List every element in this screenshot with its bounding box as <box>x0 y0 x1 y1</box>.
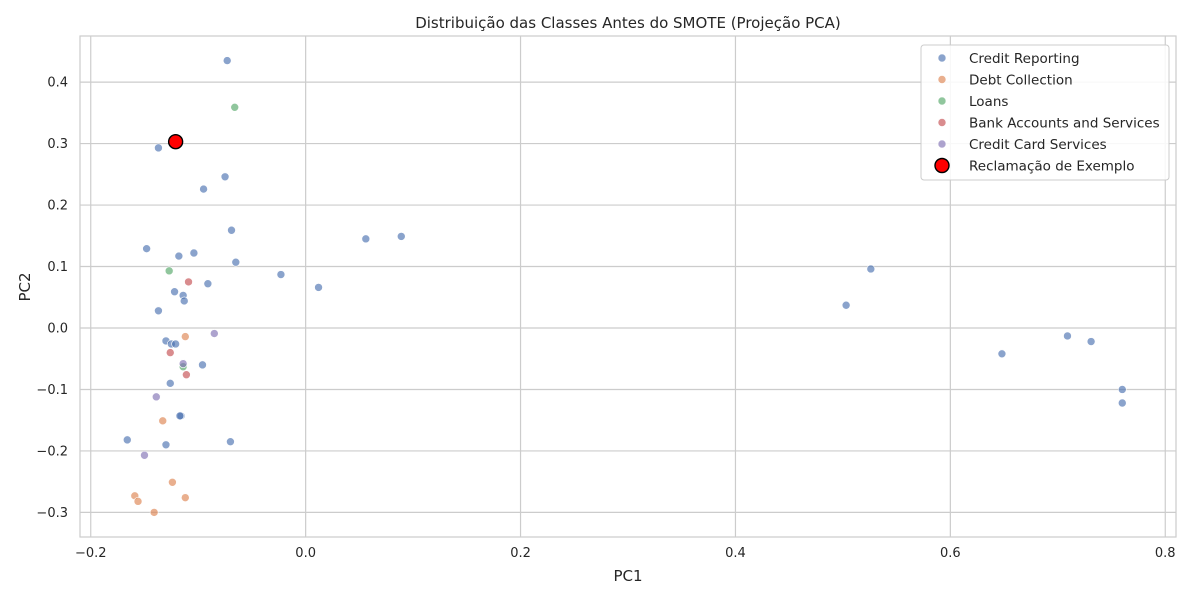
data-point-series-0 <box>179 296 189 306</box>
data-point-series-0 <box>226 437 235 447</box>
data-point-series-3 <box>165 348 175 357</box>
legend-label: Credit Reporting <box>969 51 1080 67</box>
data-point-series-0 <box>199 184 208 194</box>
highlight-layer <box>167 134 184 150</box>
x-tick-labels: −0.2 0.0 0.2 0.4 0.6 0.8 <box>75 546 1176 561</box>
legend-label: Credit Card Services <box>969 137 1107 153</box>
plot-frame <box>79 35 1177 538</box>
plot-area <box>79 35 1177 538</box>
y-tick-label: −0.1 <box>36 383 68 398</box>
data-point-series-3 <box>182 370 191 380</box>
data-point-series-1 <box>158 416 168 426</box>
legend-marker <box>937 75 947 84</box>
y-tick-label: 0.4 <box>47 76 68 91</box>
legend-label: Bank Accounts and Services <box>969 116 1160 132</box>
grid-lines <box>80 36 1176 537</box>
y-tick-labels: −0.3 −0.2 −0.1 0.0 0.1 0.2 0.3 0.4 <box>36 76 68 521</box>
data-point-series-0 <box>174 251 184 261</box>
data-point-series-0 <box>165 379 175 388</box>
x-tick-label: 0.0 <box>295 546 316 561</box>
x-tick-label: 0.2 <box>510 546 531 561</box>
data-point-series-3 <box>184 277 193 287</box>
y-tick-label: −0.2 <box>36 444 68 459</box>
y-tick-label: 0.3 <box>47 137 68 152</box>
data-point-series-0 <box>1117 398 1127 408</box>
y-tick-label: 0.0 <box>47 321 68 336</box>
data-point-series-0 <box>154 143 163 153</box>
data-point-series-1 <box>181 332 190 341</box>
x-axis-label: PC1 <box>613 567 642 585</box>
data-point-series-0 <box>866 264 876 274</box>
data-point-series-0 <box>227 225 236 235</box>
x-tick-label: −0.2 <box>75 546 107 561</box>
data-point-series-0 <box>222 56 232 65</box>
data-point-series-4 <box>151 392 161 402</box>
data-point-series-4 <box>140 450 149 460</box>
y-axis-label: PC2 <box>16 272 34 301</box>
chart-title: Distribuição das Classes Antes do SMOTE … <box>415 14 841 32</box>
data-point-series-0 <box>170 287 179 297</box>
x-tick-label: 0.6 <box>940 546 961 561</box>
data-point-series-0 <box>154 306 163 316</box>
data-point-series-0 <box>841 300 851 310</box>
data-point-series-0 <box>231 257 241 267</box>
data-point-series-4 <box>210 329 219 338</box>
legend-label: Debt Collection <box>969 73 1073 89</box>
y-tick-label: −0.3 <box>36 506 68 521</box>
data-point-series-1 <box>133 497 143 506</box>
legend-marker <box>937 139 947 149</box>
legend: Credit Reporting Debt Collection Loans Bank… <box>920 44 1170 181</box>
data-point-series-0 <box>997 349 1007 359</box>
data-point-series-0 <box>189 248 199 258</box>
y-tick-label: 0.2 <box>47 199 68 214</box>
scatter-points <box>122 56 1127 517</box>
highlight-point <box>167 134 184 150</box>
data-point-series-0 <box>1086 337 1096 346</box>
x-tick-label: 0.4 <box>725 546 746 561</box>
data-point-series-0 <box>198 360 207 370</box>
data-point-series-0 <box>1063 331 1072 341</box>
legend-marker <box>937 53 947 63</box>
data-point-series-0 <box>171 339 180 349</box>
data-point-series-0 <box>122 435 132 445</box>
data-point-series-0 <box>175 411 185 421</box>
data-point-series-0 <box>161 440 171 450</box>
legend-label: Loans <box>969 94 1008 110</box>
data-point-series-4 <box>178 359 188 368</box>
data-point-series-2 <box>230 103 240 112</box>
data-point-series-1 <box>149 508 159 517</box>
data-point-series-1 <box>168 477 177 487</box>
data-point-series-2 <box>164 266 174 276</box>
y-tick-label: 0.1 <box>47 260 68 275</box>
data-point-series-0 <box>1117 385 1127 394</box>
data-point-series-0 <box>361 234 371 244</box>
legend-label: Reclamação de Exemplo <box>969 159 1135 175</box>
data-point-series-1 <box>181 493 190 502</box>
legend-marker <box>934 157 950 174</box>
legend-marker <box>937 118 947 127</box>
x-tick-label: 0.8 <box>1155 546 1176 561</box>
data-point-series-0 <box>396 232 406 241</box>
legend-marker <box>937 96 947 106</box>
data-point-series-0 <box>276 270 286 279</box>
data-point-series-0 <box>203 279 213 289</box>
legend-frame <box>920 44 1170 181</box>
data-point-series-0 <box>314 283 323 292</box>
data-point-series-0 <box>142 244 151 253</box>
data-point-series-0 <box>220 172 230 182</box>
